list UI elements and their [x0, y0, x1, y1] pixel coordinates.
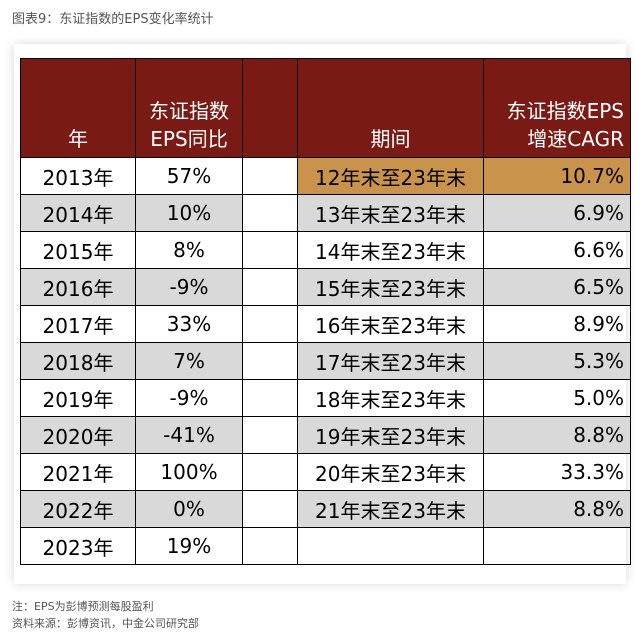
header-blank — [242, 58, 298, 158]
cell-yoy: 19% — [135, 527, 243, 565]
cell-year: 2019年 — [20, 379, 136, 417]
cell-yoy: -9% — [135, 379, 243, 417]
cell-period: 14年末至23年末 — [297, 231, 484, 269]
cell-cagr: 33.3% — [483, 453, 631, 491]
table-row: 2023年 19% — [20, 527, 631, 565]
header-eps-yoy: 东证指数EPS同比 — [135, 58, 243, 158]
cell-yoy: 33% — [135, 305, 243, 343]
cell-cagr: 8.9% — [483, 305, 631, 343]
cell-cagr: 6.5% — [483, 268, 631, 306]
cell-gap — [242, 527, 298, 565]
cell-year: 2017年 — [20, 305, 136, 343]
cell-gap — [242, 157, 298, 195]
cell-year: 2015年 — [20, 231, 136, 269]
cell-period: 16年末至23年末 — [297, 305, 484, 343]
cell-year: 2020年 — [20, 416, 136, 454]
table-row: 2022年 0% 21年末至23年末 8.8% — [20, 490, 631, 528]
table-row: 2020年 -41% 19年末至23年末 8.8% — [20, 416, 631, 454]
cell-year: 2022年 — [20, 490, 136, 528]
header-period: 期间 — [297, 58, 484, 158]
cell-year: 2016年 — [20, 268, 136, 306]
cell-gap — [242, 379, 298, 417]
cell-gap — [242, 416, 298, 454]
cell-period: 20年末至23年末 — [297, 453, 484, 491]
cell-yoy: 57% — [135, 157, 243, 195]
cell-cagr-highlight: 10.7% — [483, 157, 631, 195]
cell-gap — [242, 231, 298, 269]
figure-title: 图表9：东证指数的EPS变化率统计 — [12, 12, 214, 27]
cell-period: 21年末至23年末 — [297, 490, 484, 528]
cell-period: 19年末至23年末 — [297, 416, 484, 454]
cell-gap — [242, 342, 298, 380]
cell-year: 2013年 — [20, 157, 136, 195]
cell-cagr: 8.8% — [483, 490, 631, 528]
cell-gap — [242, 490, 298, 528]
header-year: 年 — [20, 58, 136, 158]
table-row: 2015年 8% 14年末至23年末 6.6% — [20, 231, 631, 269]
table-row: 2018年 7% 17年末至23年末 5.3% — [20, 342, 631, 380]
cell-yoy: 0% — [135, 490, 243, 528]
cell-cagr: 8.8% — [483, 416, 631, 454]
cell-year: 2014年 — [20, 194, 136, 232]
cell-year: 2018年 — [20, 342, 136, 380]
cell-gap — [242, 194, 298, 232]
cell-cagr: 6.6% — [483, 231, 631, 269]
cell-period: 17年末至23年末 — [297, 342, 484, 380]
cell-cagr — [483, 527, 631, 565]
cell-year: 2023年 — [20, 527, 136, 565]
table-row: 2014年 10% 13年末至23年末 6.9% — [20, 194, 631, 232]
cell-cagr: 6.9% — [483, 194, 631, 232]
footnote: 注：EPS为彭博预测每股盈利 — [12, 600, 154, 613]
cell-gap — [242, 268, 298, 306]
table-row: 2021年 100% 20年末至23年末 33.3% — [20, 453, 631, 491]
cell-yoy: -41% — [135, 416, 243, 454]
cell-period: 15年末至23年末 — [297, 268, 484, 306]
table-row: 2013年 57% 12年末至23年末 10.7% — [20, 157, 631, 195]
cell-gap — [242, 305, 298, 343]
cell-period: 18年末至23年末 — [297, 379, 484, 417]
header-cagr: 东证指数EPS增速CAGR — [483, 58, 631, 158]
table-row: 2019年 -9% 18年末至23年末 5.0% — [20, 379, 631, 417]
cell-yoy: 100% — [135, 453, 243, 491]
cell-period: 13年末至23年末 — [297, 194, 484, 232]
cell-year: 2021年 — [20, 453, 136, 491]
cell-period — [297, 527, 484, 565]
cell-yoy: 7% — [135, 342, 243, 380]
table-row: 2017年 33% 16年末至23年末 8.9% — [20, 305, 631, 343]
cell-yoy: -9% — [135, 268, 243, 306]
cell-cagr: 5.0% — [483, 379, 631, 417]
source-note: 资料来源：彭博资讯，中金公司研究部 — [12, 617, 199, 630]
cell-cagr: 5.3% — [483, 342, 631, 380]
cell-yoy: 8% — [135, 231, 243, 269]
cell-period-highlight: 12年末至23年末 — [297, 157, 484, 195]
table-row: 2016年 -9% 15年末至23年末 6.5% — [20, 268, 631, 306]
eps-table: 年 东证指数EPS同比 期间 东证指数EPS增速CAGR 2013年 57% 1… — [20, 58, 631, 565]
cell-yoy: 10% — [135, 194, 243, 232]
cell-gap — [242, 453, 298, 491]
table-header-row: 年 东证指数EPS同比 期间 东证指数EPS增速CAGR — [20, 58, 631, 158]
